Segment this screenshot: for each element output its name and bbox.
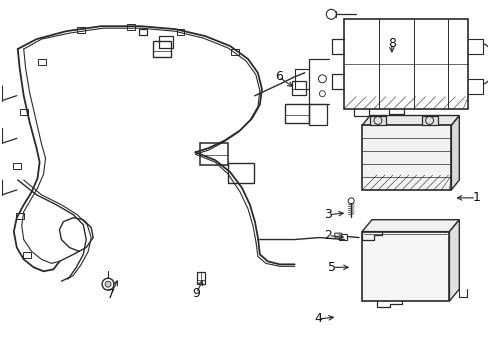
FancyBboxPatch shape <box>335 233 342 238</box>
Polygon shape <box>449 220 459 301</box>
Bar <box>159 36 172 48</box>
Bar <box>339 234 347 239</box>
Bar <box>362 231 449 301</box>
Bar <box>362 125 451 190</box>
Bar <box>23 252 31 258</box>
Polygon shape <box>451 116 459 190</box>
Polygon shape <box>362 220 459 231</box>
Bar <box>0 180 2 195</box>
Bar <box>127 24 135 30</box>
Text: 8: 8 <box>388 37 396 50</box>
Bar <box>310 104 327 125</box>
Bar <box>77 27 85 33</box>
Bar <box>20 109 28 114</box>
Bar <box>292 81 306 95</box>
Bar <box>344 19 468 109</box>
Text: 4: 4 <box>315 312 322 325</box>
Text: 1: 1 <box>472 192 480 204</box>
Circle shape <box>105 281 111 287</box>
Bar <box>197 272 205 284</box>
Bar <box>16 213 24 219</box>
Bar <box>0 86 2 100</box>
Polygon shape <box>362 116 459 125</box>
Bar <box>176 29 184 35</box>
Bar <box>200 143 228 165</box>
Text: 5: 5 <box>328 261 336 274</box>
Bar <box>370 116 386 125</box>
Bar <box>139 29 147 35</box>
Bar <box>285 104 309 123</box>
Text: 9: 9 <box>193 287 200 300</box>
Bar <box>228 163 254 183</box>
Bar <box>421 116 438 125</box>
Bar <box>13 163 21 169</box>
Text: 6: 6 <box>275 70 283 83</box>
Bar <box>231 49 239 55</box>
Text: 3: 3 <box>324 208 332 221</box>
Bar <box>0 129 2 143</box>
Bar <box>38 59 46 65</box>
Text: 7: 7 <box>107 288 115 301</box>
Text: 2: 2 <box>324 229 332 242</box>
Bar <box>153 41 171 57</box>
